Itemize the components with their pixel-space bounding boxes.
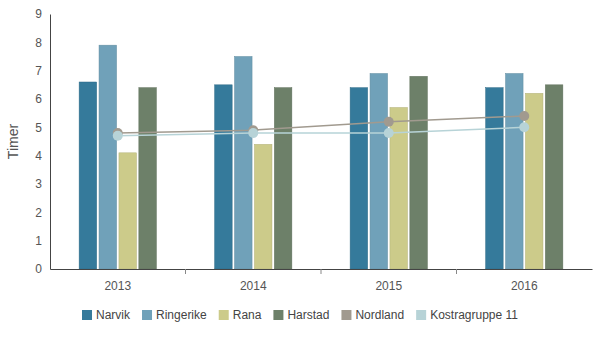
y-tick-label: 4 xyxy=(35,149,42,163)
legend-label: Narvik xyxy=(96,308,131,322)
line-point xyxy=(519,122,529,132)
bar xyxy=(486,88,504,269)
legend-swatch xyxy=(219,310,229,320)
y-tick: 0 xyxy=(35,262,50,276)
bar xyxy=(545,85,563,269)
legend-label: Nordland xyxy=(355,308,404,322)
category-separator xyxy=(321,269,322,274)
bar xyxy=(410,76,428,269)
line-point xyxy=(384,128,394,138)
y-tick-label: 3 xyxy=(35,177,42,191)
bar xyxy=(235,57,253,270)
bar xyxy=(139,88,157,269)
x-tick-label: 2014 xyxy=(240,279,267,293)
y-axis-line xyxy=(50,15,51,270)
legend-item: Kostragruppe 11 xyxy=(416,308,518,322)
legend-label: Rana xyxy=(233,308,262,322)
category-separator xyxy=(185,269,186,274)
legend-item: Harstad xyxy=(273,308,329,322)
legend-item: Nordland xyxy=(341,308,404,322)
legend-item: Narvik xyxy=(82,308,131,322)
y-tick: 3 xyxy=(35,177,50,191)
legend-item: Ringerike xyxy=(142,308,207,322)
legend: Narvik Ringerike Rana Harstad Nordland Kostra… xyxy=(82,308,518,322)
y-axis: 0 1 2 3 4 5 6 7 8 9 xyxy=(35,7,50,276)
bar xyxy=(370,74,388,270)
plot-marks xyxy=(79,45,563,269)
bar xyxy=(506,74,524,270)
y-axis-title: Timer xyxy=(5,124,21,160)
bar xyxy=(254,144,272,269)
bar xyxy=(215,85,233,269)
legend-label: Ringerike xyxy=(156,308,207,322)
y-tick-label: 6 xyxy=(35,92,42,106)
x-tick-label: 2015 xyxy=(375,279,402,293)
y-tick: 1 xyxy=(35,234,50,248)
legend-label: Kostragruppe 11 xyxy=(430,308,518,322)
y-tick: 7 xyxy=(35,64,50,78)
y-tick: 4 xyxy=(35,149,50,163)
x-tick: 2013 xyxy=(104,269,131,293)
bar xyxy=(119,153,137,269)
bar xyxy=(350,88,368,269)
legend-swatch xyxy=(82,310,92,320)
bar xyxy=(79,82,97,269)
x-axis: 2013 2014 2015 2016 xyxy=(51,269,593,293)
line-point xyxy=(113,131,123,141)
y-tick-label: 5 xyxy=(35,121,42,135)
y-tick: 9 xyxy=(35,7,50,21)
x-tick: 2016 xyxy=(511,269,538,293)
line xyxy=(118,127,525,135)
legend-swatch xyxy=(142,310,152,320)
bar xyxy=(99,45,117,269)
bar xyxy=(525,93,543,269)
legend-label: Harstad xyxy=(287,308,329,322)
y-tick: 5 xyxy=(35,121,50,135)
category-separator xyxy=(456,269,457,274)
legend-swatch xyxy=(341,310,351,320)
legend-item: Rana xyxy=(219,308,262,322)
line-point xyxy=(248,128,258,138)
legend-swatch xyxy=(273,310,283,320)
x-tick: 2014 xyxy=(240,269,267,293)
bar xyxy=(274,88,292,269)
chart: 0 1 2 3 4 5 6 7 8 9 2013 2014 2015 2016 Timer Narvik Rin… xyxy=(0,0,600,338)
legend-swatch xyxy=(416,310,426,320)
y-tick: 2 xyxy=(35,206,50,220)
y-tick-label: 0 xyxy=(35,262,42,276)
x-tick-label: 2013 xyxy=(104,279,131,293)
y-tick-label: 1 xyxy=(35,234,42,248)
line-point xyxy=(384,117,394,127)
line-point xyxy=(519,111,529,121)
y-tick-label: 8 xyxy=(35,36,42,50)
y-tick: 8 xyxy=(35,36,50,50)
x-tick-label: 2016 xyxy=(511,279,538,293)
y-tick: 6 xyxy=(35,92,50,106)
y-tick-label: 2 xyxy=(35,206,42,220)
y-tick-label: 7 xyxy=(35,64,42,78)
y-tick-label: 9 xyxy=(35,7,42,21)
x-tick: 2015 xyxy=(375,269,402,293)
